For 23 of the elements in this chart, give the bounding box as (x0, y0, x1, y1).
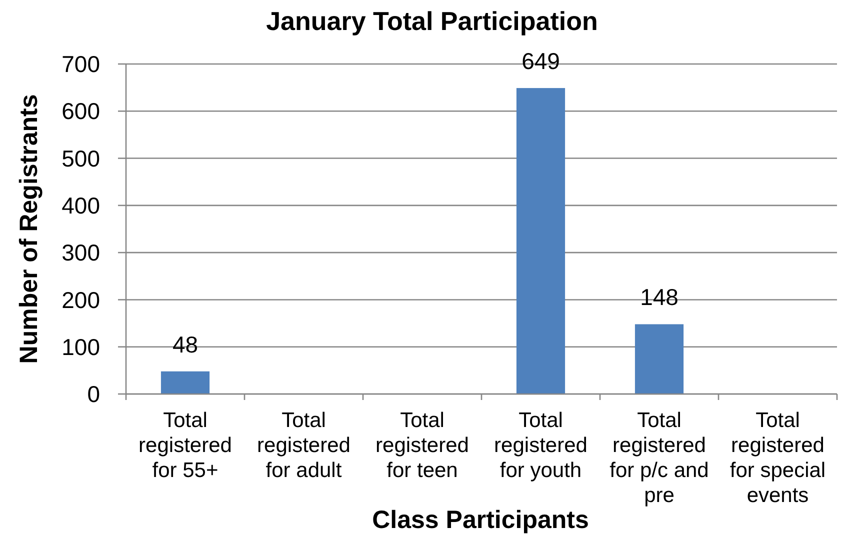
x-tick-label: Total registered for p/c and pre (610, 409, 709, 507)
bar (160, 371, 210, 394)
x-tick-label: Total registered for 55+ (138, 409, 232, 482)
y-axis-title: Number of Registrants (15, 94, 43, 364)
data-label: 649 (522, 48, 560, 74)
y-tick-label: 0 (87, 381, 100, 408)
y-tick-label: 700 (62, 51, 100, 78)
x-tick-label: Total registered for youth (494, 409, 588, 482)
y-tick-label: 100 (62, 334, 100, 360)
x-tick-label: Total registered for teen (376, 409, 469, 482)
y-tick-label: 400 (62, 192, 100, 218)
bar (516, 88, 566, 394)
y-tick-label: 600 (62, 98, 100, 124)
y-tick-label: 200 (62, 286, 100, 313)
x-tick-label: Total registered for special events (730, 409, 826, 507)
data-label: 148 (640, 284, 678, 310)
bar (634, 324, 684, 394)
x-tick-label: Total registered for adult (257, 409, 350, 482)
y-tick-label: 300 (62, 240, 100, 266)
y-tick-label: 500 (62, 145, 100, 172)
chart-title: January Total Participation (266, 6, 598, 36)
data-label: 48 (172, 331, 198, 358)
x-axis-title: Class Participants (372, 506, 589, 534)
